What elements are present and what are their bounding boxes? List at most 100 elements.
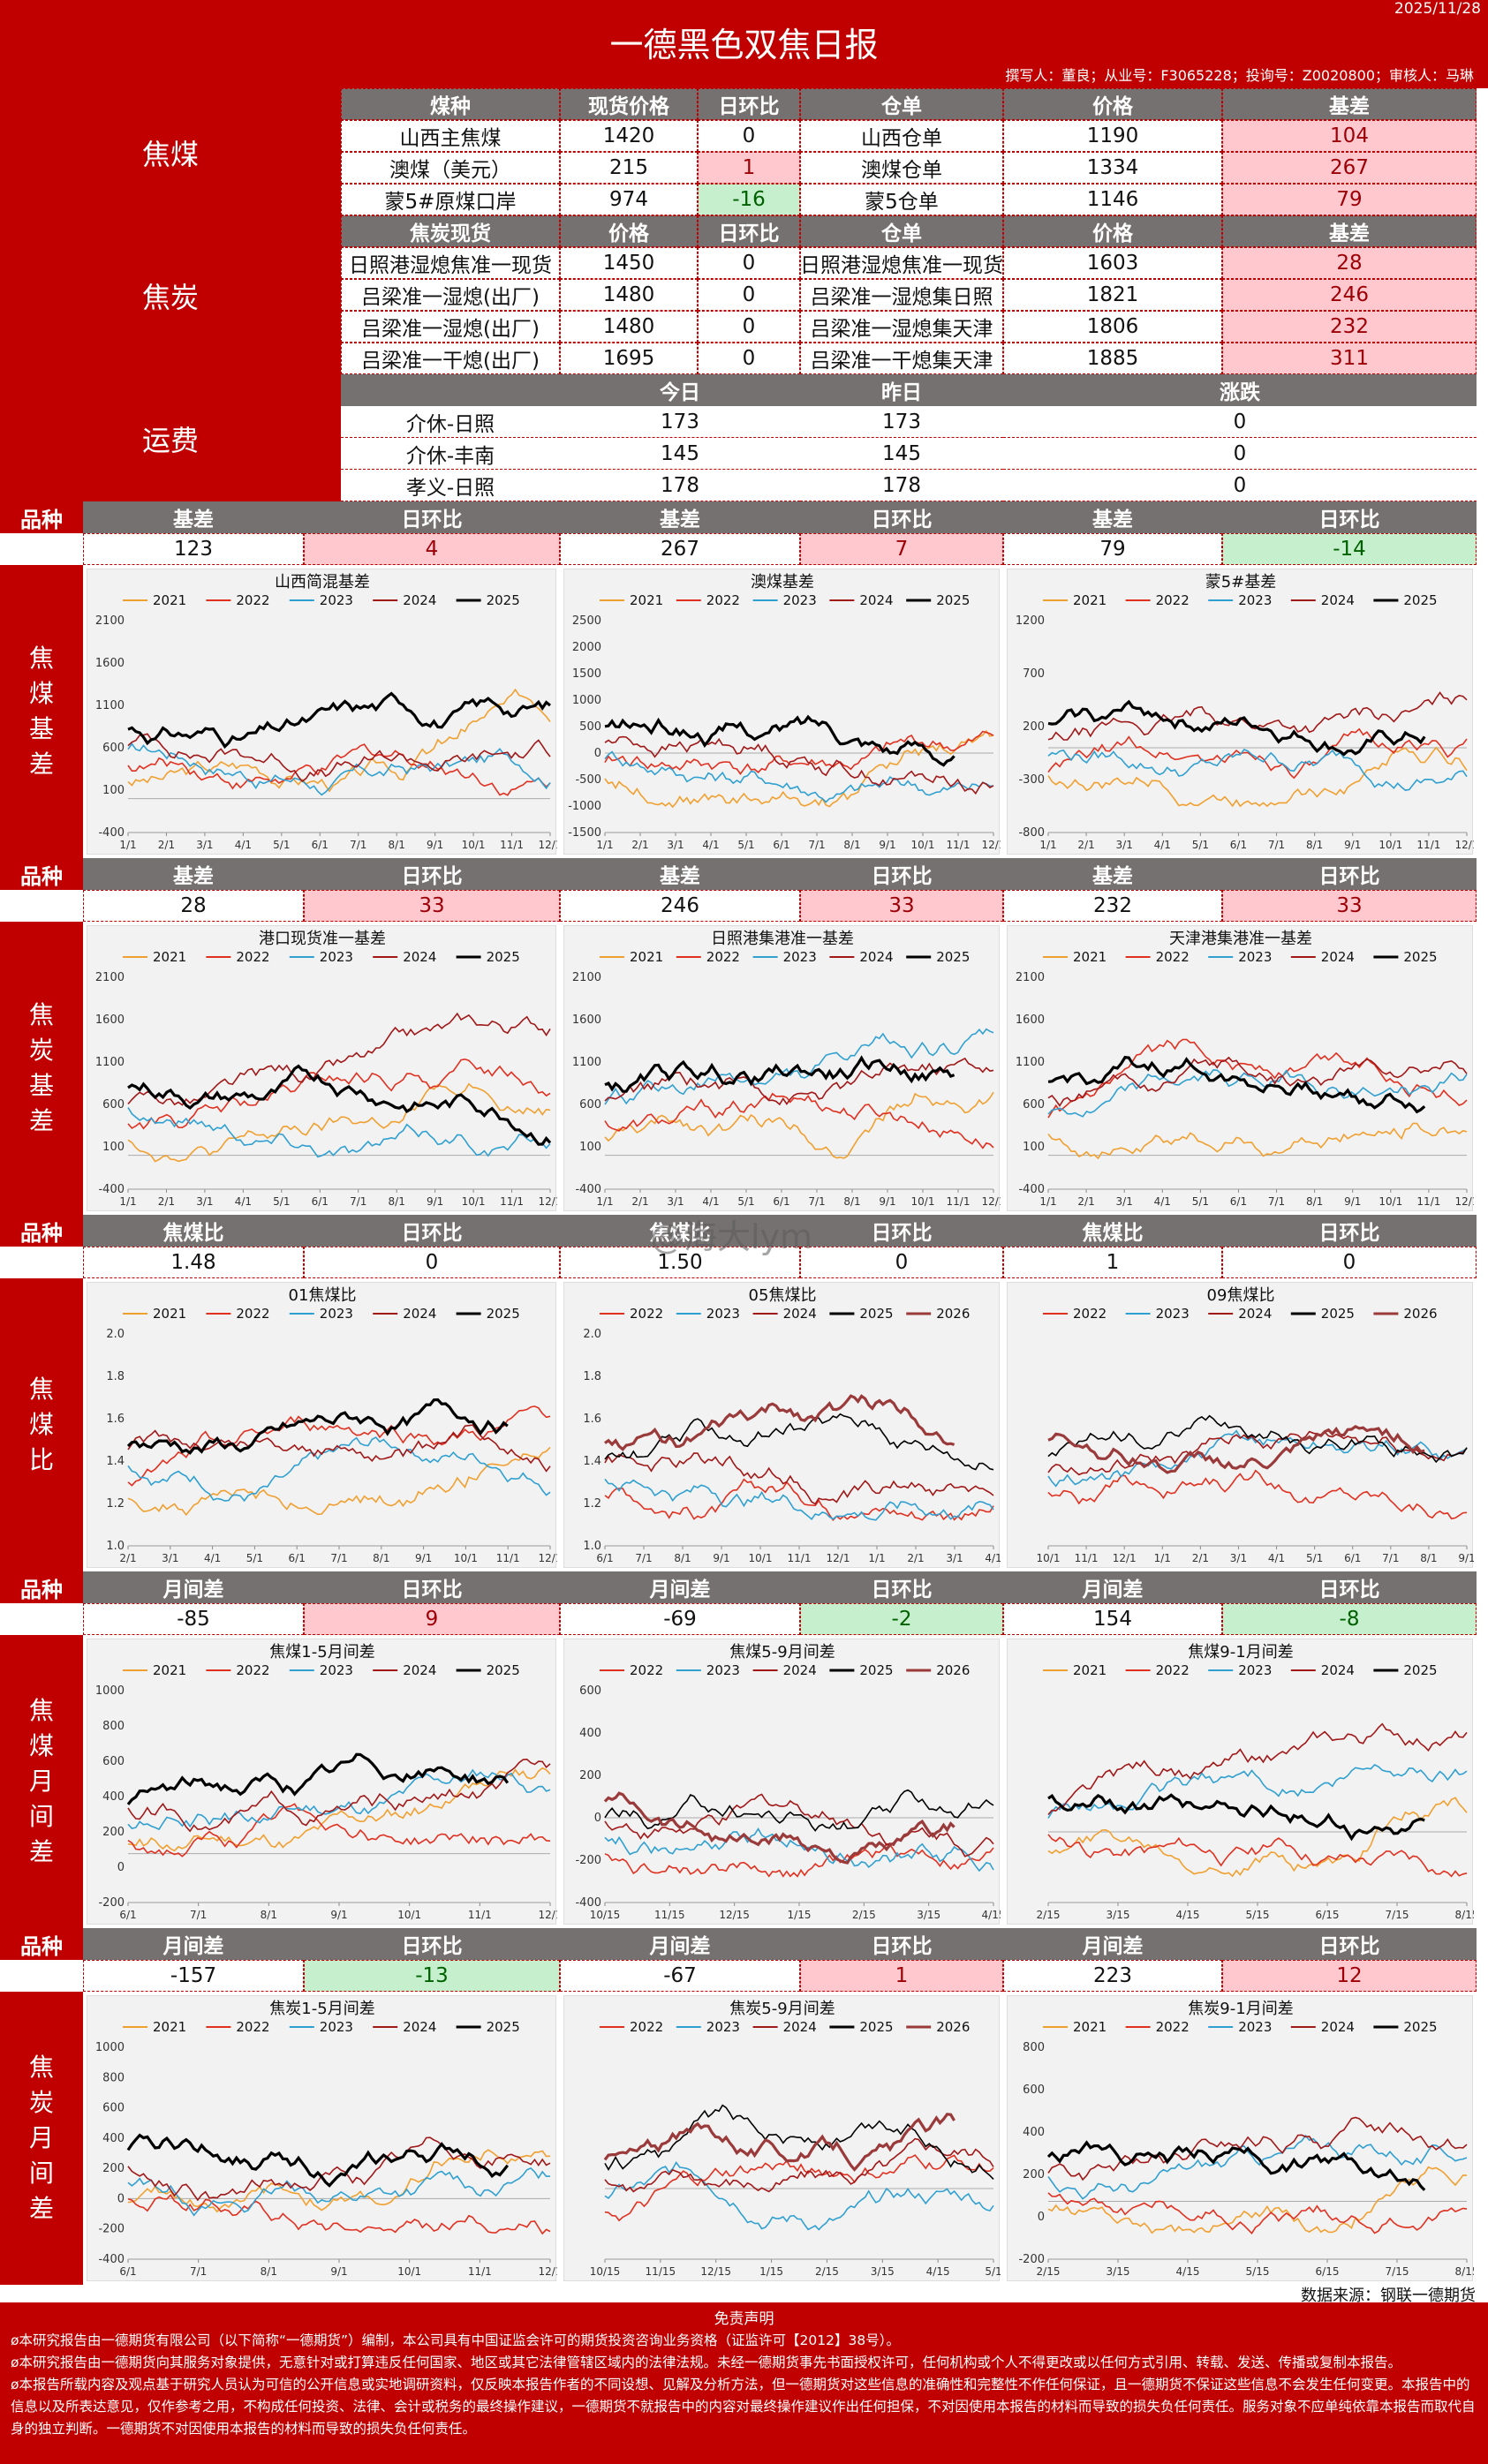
variety-label: 品种 [0, 1571, 83, 1603]
chart-panel: 天津港集港准一基差 2021 2022 2023 2024 2025 2100 1600 110… [1007, 925, 1474, 1211]
section-header-cell: 日环比 [800, 501, 1003, 533]
section-header-cell: 日环比 [800, 858, 1003, 890]
legend-label: 2023 [706, 1306, 740, 1322]
legend-label: 2023 [783, 949, 817, 965]
y-tick-label: 1.4 [106, 1455, 125, 1468]
series-line-2023 [1047, 749, 1468, 791]
section-value-cell: -67 [560, 1960, 800, 1992]
x-tick-label: 11/1 [496, 1552, 520, 1564]
x-tick-label: 7/15 [1386, 1909, 1409, 1921]
chart-panel: 05焦煤比 2022 2023 2024 2025 2026 2.0 1.8 1.6 1.4 1.2… [563, 1282, 1001, 1568]
table-cell: 267 [1222, 152, 1477, 184]
table-header-cell: 焦炭现货 [341, 215, 560, 247]
y-tick-label: -400 [98, 826, 125, 840]
legend-label: 2023 [1238, 949, 1272, 965]
series-line-2023 [604, 1028, 994, 1105]
chart-panel: 山西简混基差 2021 2022 2023 2024 2025 2100 1600 1100 60… [87, 569, 557, 855]
y-tick-label: 400 [579, 1727, 601, 1740]
y-tick-label: -800 [1018, 826, 1045, 840]
x-tick-label: 4/1 [1268, 1552, 1285, 1564]
x-tick-label: 8/1 [1306, 839, 1323, 851]
x-tick-label: 4/1 [702, 1195, 719, 1208]
y-tick-label: 2100 [572, 971, 601, 984]
series-line-2022 [127, 1405, 551, 1487]
x-tick-label: 9/1 [713, 1552, 729, 1564]
x-tick-label: 7/1 [1382, 1552, 1399, 1564]
x-tick-label: 3/15 [1107, 2265, 1130, 2278]
series-line-2024 [127, 1012, 551, 1106]
y-tick-label: -400 [98, 2253, 125, 2266]
table-cell: 吕梁准一湿熄集天津 [800, 311, 1003, 343]
series-line-2022 [127, 1058, 551, 1130]
series-line-2021 [604, 1091, 994, 1159]
table-cell: 1334 [1003, 152, 1222, 184]
x-tick-label: 3/1 [162, 1552, 178, 1564]
table-cell: 吕梁准一干熄集天津 [800, 343, 1003, 374]
x-tick-label: 7/1 [808, 839, 825, 851]
legend-label: 2023 [320, 2019, 353, 2035]
y-tick-label: -200 [98, 2223, 125, 2236]
x-tick-label: 9/1 [1344, 839, 1361, 851]
legend-label: 2025 [487, 949, 520, 965]
y-tick-label: 600 [579, 1098, 601, 1111]
x-tick-label: 6/1 [1344, 1552, 1361, 1564]
series-line-2023 [604, 750, 993, 803]
x-tick-label: 5/1 [737, 1195, 754, 1208]
table-cell: 79 [1222, 184, 1477, 215]
legend-label: 2025 [487, 1306, 520, 1322]
x-tick-label: 3/15 [917, 1909, 940, 1921]
x-tick-label: 10/1 [911, 1195, 935, 1208]
table-cell: 1146 [1003, 184, 1222, 215]
chart-title: 焦煤1-5月间差 [269, 1643, 374, 1662]
table-cell: 246 [1222, 279, 1477, 311]
legend-label: 2021 [630, 592, 663, 608]
x-tick-label: 4/1 [235, 1195, 252, 1208]
y-tick-label: 2.0 [583, 1328, 601, 1341]
report-date: 2025/11/28 [1394, 0, 1481, 18]
x-tick-label: 9/1 [415, 1552, 432, 1564]
x-tick-label: 12/1 [982, 839, 1001, 851]
y-tick-label: 600 [579, 1684, 601, 1698]
y-tick-label: 600 [102, 1755, 125, 1768]
section-header-cell: 日环比 [800, 1215, 1003, 1247]
legend-label: 2024 [859, 949, 893, 965]
x-tick-label: 8/15 [1455, 2265, 1474, 2278]
x-tick-label: 6/1 [1230, 839, 1247, 851]
series-line-2025 [604, 2104, 994, 2180]
table-header-cell: 煤种 [341, 88, 560, 120]
x-tick-label: 12/1 [539, 1909, 557, 1921]
section-value-cell: 1 [800, 1960, 1003, 1992]
x-tick-label: 7/1 [1268, 839, 1285, 851]
series-line-2024 [127, 733, 551, 783]
section-header-cell: 基差 [560, 858, 800, 890]
section-label: 焦 煤 基 差 [0, 565, 83, 858]
x-tick-label: 8/1 [674, 1552, 691, 1564]
legend-label: 2025 [936, 592, 970, 608]
legend-label: 2023 [1238, 592, 1272, 608]
y-tick-label: 1.2 [106, 1497, 125, 1511]
x-tick-label: 1/1 [1039, 1195, 1056, 1208]
chart-title: 05焦煤比 [749, 1286, 817, 1305]
legend-label: 2022 [1156, 592, 1190, 608]
legend-label: 2024 [403, 949, 436, 965]
x-tick-label: 5/1 [1306, 1552, 1323, 1564]
x-tick-label: 12/1 [827, 1552, 850, 1564]
table-cell: 山西主焦煤 [341, 120, 560, 152]
table-header-cell: 涨跌 [1220, 381, 1260, 404]
section-header-cell: 焦煤比 [560, 1215, 800, 1247]
section-header-cell: 基差 [560, 501, 800, 533]
y-tick-label: 2100 [95, 971, 125, 984]
section-header-cell: 月间差 [1003, 1928, 1222, 1960]
chart-title: 天津港集港准一基差 [1169, 930, 1312, 948]
x-tick-label: 3/1 [946, 1552, 963, 1564]
x-tick-label: 4/15 [982, 1909, 1001, 1921]
legend-label: 2023 [320, 592, 353, 608]
table-cell: -16 [698, 184, 800, 215]
x-tick-label: 8/1 [389, 1195, 405, 1208]
chart-svg: 焦炭5-9月间差 2022 2023 2024 2025 2026 10/15 11/15 12… [590, 2000, 1001, 2278]
x-tick-label: 6/15 [1316, 2265, 1340, 2278]
x-tick-label: 11/1 [788, 1552, 812, 1564]
table-cell: 1695 [560, 343, 698, 374]
y-tick-label: 1600 [95, 657, 125, 670]
x-tick-label: 10/1 [462, 839, 486, 851]
